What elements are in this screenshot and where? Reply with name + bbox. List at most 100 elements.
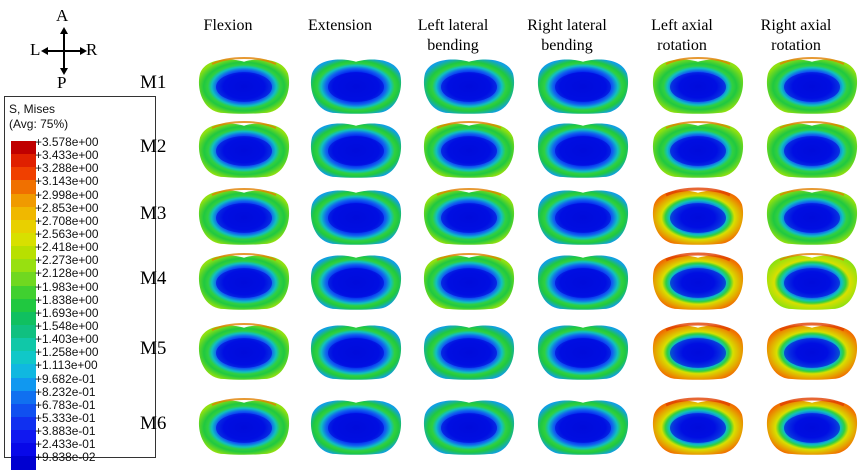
- column-header: Left lateral bending: [395, 16, 511, 56]
- legend-value: +1.693e+00: [35, 305, 99, 320]
- legend-value: +2.273e+00: [35, 253, 99, 268]
- legend-value: +2.563e+00: [35, 226, 99, 241]
- disc-nucleus: [784, 72, 840, 102]
- disc-edge-stress: [779, 188, 845, 196]
- legend-swatch: [11, 232, 36, 247]
- column-header-line2: bending: [541, 37, 593, 54]
- legend-swatch: [11, 324, 36, 339]
- disc-nucleus: [555, 338, 611, 368]
- row-label: M5: [140, 338, 167, 359]
- column-header-line1: Right lateral: [527, 17, 607, 34]
- disc-edge-stress: [779, 57, 845, 65]
- legend-value: +3.143e+00: [35, 174, 99, 189]
- disc-edge-stress: [211, 398, 277, 406]
- disc-nucleus: [555, 413, 611, 443]
- disc-contour: [652, 252, 744, 310]
- legend-swatch: [11, 167, 36, 181]
- disc-stress-plot: [419, 320, 519, 382]
- compass-right-label: R: [86, 40, 98, 59]
- column-header-line1: Left axial: [651, 17, 713, 34]
- legend-value: +1.113e+00: [35, 358, 98, 373]
- legend-value: +1.548e+00: [35, 318, 99, 333]
- legend-swatch: [11, 193, 36, 207]
- compass-down-label: P: [57, 73, 67, 92]
- disc-contour: [766, 57, 858, 114]
- disc-contour: [423, 59, 515, 114]
- column-header: Right axial rotation: [738, 16, 854, 56]
- disc-contour: [537, 255, 629, 310]
- legend-value: +1.258e+00: [35, 345, 99, 360]
- disc-edge-stress: [211, 57, 277, 65]
- disc-contour: [198, 121, 290, 178]
- disc-stress-plot: [533, 54, 633, 116]
- legend-swatch: [11, 219, 36, 233]
- disc-stress-plot: [306, 395, 406, 457]
- legend-value: +2.128e+00: [35, 266, 99, 281]
- legend-value: +1.983e+00: [35, 279, 99, 294]
- disc-edge-stress: [779, 322, 845, 332]
- disc-nucleus: [216, 203, 272, 233]
- disc-nucleus: [670, 338, 726, 368]
- legend-value: +3.433e+00: [35, 148, 99, 163]
- disc-stress-plot: [648, 185, 748, 247]
- disc-edge-stress: [779, 397, 845, 407]
- column-header: Left axial rotation: [624, 16, 740, 56]
- disc-stress-plot: [419, 118, 519, 180]
- disc-edge-stress: [211, 188, 277, 196]
- legend-value: +3.578e+00: [35, 135, 99, 149]
- disc-stress-plot: [648, 54, 748, 116]
- disc-contour: [537, 400, 629, 455]
- disc-stress-plot: [194, 395, 294, 457]
- disc-contour: [766, 322, 858, 380]
- disc-stress-plot: [419, 395, 519, 457]
- column-header-line2: rotation: [771, 37, 821, 54]
- disc-edge-stress: [665, 322, 731, 332]
- legend-swatch: [11, 154, 36, 168]
- disc-nucleus: [328, 338, 384, 368]
- disc-nucleus: [555, 268, 611, 298]
- legend-value: +2.433e-01: [35, 437, 96, 452]
- disc-stress-plot: [648, 118, 748, 180]
- legend-swatch: [11, 272, 36, 286]
- disc-stress-plot: [762, 250, 858, 312]
- legend-swatch: [11, 206, 36, 220]
- disc-contour: [310, 59, 402, 114]
- disc-nucleus: [328, 268, 384, 298]
- disc-edge-stress: [436, 253, 502, 261]
- disc-stress-plot: [762, 118, 858, 180]
- disc-edge-stress: [211, 253, 277, 261]
- legend-value: +2.853e+00: [35, 200, 99, 215]
- disc-stress-plot: [533, 185, 633, 247]
- row-label: M6: [140, 413, 167, 434]
- disc-stress-plot: [762, 54, 858, 116]
- legend-swatch: [11, 246, 36, 260]
- orientation-compass: A L R P: [0, 0, 130, 95]
- disc-contour: [198, 398, 290, 455]
- legend-value: +2.998e+00: [35, 187, 99, 202]
- disc-stress-plot: [194, 185, 294, 247]
- column-header: Extension: [282, 16, 398, 36]
- disc-contour: [423, 325, 515, 380]
- disc-stress-plot: [648, 250, 748, 312]
- disc-nucleus: [328, 203, 384, 233]
- row-label: M4: [140, 268, 167, 289]
- disc-nucleus: [441, 268, 497, 298]
- disc-contour: [766, 397, 858, 455]
- legend-values: +3.578e+00 +3.433e+00 +3.288e+00 +3.143e+00…: [35, 135, 99, 465]
- disc-stress-plot: [419, 54, 519, 116]
- disc-contour: [423, 400, 515, 455]
- legend-swatch: [11, 430, 36, 444]
- disc-nucleus: [555, 136, 611, 166]
- legend-value: +1.403e+00: [35, 332, 99, 347]
- disc-nucleus: [784, 203, 840, 233]
- disc-stress-plot: [648, 320, 748, 382]
- disc-contour: [423, 188, 515, 245]
- disc-contour: [652, 187, 744, 245]
- legend-swatch: [11, 285, 36, 299]
- disc-contour: [537, 59, 629, 114]
- disc-nucleus: [555, 203, 611, 233]
- disc-nucleus: [555, 72, 611, 102]
- disc-edge-stress: [211, 323, 277, 331]
- disc-edge-stress: [211, 121, 277, 129]
- column-header: Right lateral bending: [509, 16, 625, 56]
